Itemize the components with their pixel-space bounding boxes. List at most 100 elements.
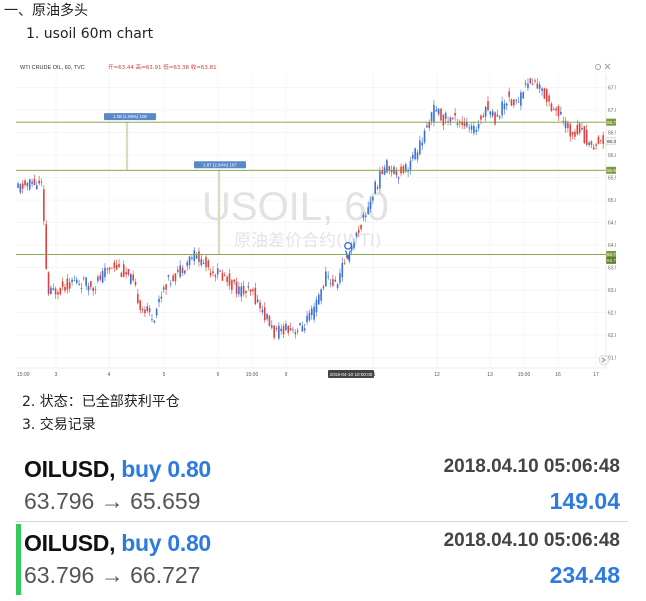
scroll-to-realtime-icon[interactable]	[598, 354, 610, 366]
candle-body	[320, 289, 322, 301]
crosshair-time-label: 2018-04-10 10:00:00	[330, 372, 373, 377]
candle-body	[548, 95, 550, 102]
price-chart[interactable]: USOIL, 60 原油差价合约(WTI) 1.08 (1.69%) 108 1.…	[16, 60, 616, 378]
settings-icon[interactable]	[595, 64, 602, 70]
candle-body	[231, 280, 233, 290]
candle-body	[141, 309, 144, 311]
candle-body	[120, 272, 123, 277]
candle-body	[249, 289, 252, 292]
trade-side: buy 0.80	[121, 456, 211, 482]
candle-body	[353, 242, 355, 249]
candle-body	[496, 114, 499, 117]
candle-body	[541, 88, 543, 91]
price-level-tag	[606, 118, 616, 126]
trade-prices: 63.796 → 65.659	[24, 488, 201, 514]
candle-body	[404, 164, 407, 172]
candle-body	[134, 281, 137, 286]
divider	[16, 521, 628, 522]
candle-body	[158, 298, 160, 303]
close-icon[interactable]	[604, 63, 611, 70]
candle-body	[560, 111, 562, 115]
price-level-label: 65.66	[607, 168, 616, 173]
candle-body	[165, 284, 167, 290]
candle-body	[292, 329, 294, 331]
candle-body	[36, 185, 38, 190]
candle-body	[414, 148, 416, 160]
candle-body	[348, 254, 351, 262]
candle-body	[531, 83, 534, 85]
candle-body	[148, 308, 151, 313]
candle-body	[435, 109, 438, 112]
candle-body	[280, 328, 282, 332]
candle-body	[278, 325, 280, 339]
candle-body	[517, 101, 520, 103]
candle-body	[428, 122, 431, 129]
candle-body	[287, 325, 290, 333]
candle-body	[494, 112, 496, 125]
candle-body	[529, 78, 532, 84]
candle-body	[310, 308, 313, 316]
candle-body	[214, 275, 217, 277]
candle-body	[216, 268, 219, 275]
trade-pair: OILUSD,	[24, 530, 116, 556]
candle-body	[169, 283, 172, 285]
candle-body	[508, 91, 510, 97]
price-tick-label: 63.00	[608, 288, 616, 294]
trade-record[interactable]: OILUSD, buy 0.80 2018.04.10 05:06:48 63.…	[16, 452, 628, 516]
candle-body	[242, 285, 245, 295]
candle-body	[473, 125, 475, 134]
candle-body	[104, 267, 106, 278]
candle-body	[28, 179, 31, 190]
candle-body	[416, 152, 419, 160]
candle-body	[325, 271, 327, 287]
candle-body	[71, 279, 73, 283]
candle-body	[590, 141, 593, 145]
price-tick-label: 66.50	[608, 130, 616, 136]
candle-body	[45, 224, 47, 269]
trade-profit: 234.48	[549, 562, 620, 588]
candle-body	[146, 306, 149, 312]
candle-body	[172, 275, 174, 282]
candle-body	[285, 323, 287, 331]
candle-body	[144, 309, 146, 314]
price-level-tag	[606, 166, 616, 174]
candle-body	[108, 267, 111, 270]
candle-body	[339, 273, 341, 283]
candle-body	[437, 108, 440, 115]
candle-body	[73, 280, 76, 282]
candle-body	[263, 307, 266, 320]
section-heading: 一、原油多头	[4, 3, 88, 19]
measure-range	[125, 122, 129, 171]
candle-body	[207, 260, 210, 268]
candle-body	[99, 275, 102, 280]
candle-body	[151, 319, 153, 320]
watermark-description: 原油差价合约(WTI)	[234, 231, 381, 251]
candle-body	[491, 111, 494, 117]
chart-svg[interactable]: USOIL, 60 原油差价合约(WTI) 1.08 (1.69%) 1081.…	[16, 60, 616, 378]
candle-body	[426, 125, 428, 128]
candle-body	[85, 277, 87, 286]
measure-tools: 1.08 (1.69%) 108 1.87 (2.94%) 187	[104, 113, 246, 255]
candle-body	[367, 207, 369, 215]
candle-body	[118, 263, 120, 268]
candle-body	[553, 109, 555, 111]
candle-body	[224, 274, 226, 276]
candle-body	[137, 293, 139, 304]
candle-body	[334, 279, 337, 282]
measure-label: 1.87 (2.94%) 187	[203, 162, 237, 167]
candle-body	[588, 142, 590, 146]
trade-record[interactable]: OILUSD, buy 0.80 2018.04.10 05:06:48 63.…	[16, 526, 628, 596]
candle-body	[515, 100, 517, 101]
candle-body	[545, 89, 548, 102]
candle-body	[357, 229, 360, 233]
candle-body	[256, 299, 259, 303]
price-tick-label: 64.50	[608, 220, 616, 226]
time-tick-label: 12	[434, 372, 440, 378]
candle-body	[111, 267, 113, 269]
candle-body	[106, 268, 109, 270]
candle-body	[221, 272, 224, 281]
candle-body	[38, 180, 40, 184]
candle-body	[355, 232, 358, 237]
candle-body	[92, 287, 94, 291]
price-tick-label: 65.00	[608, 198, 616, 204]
